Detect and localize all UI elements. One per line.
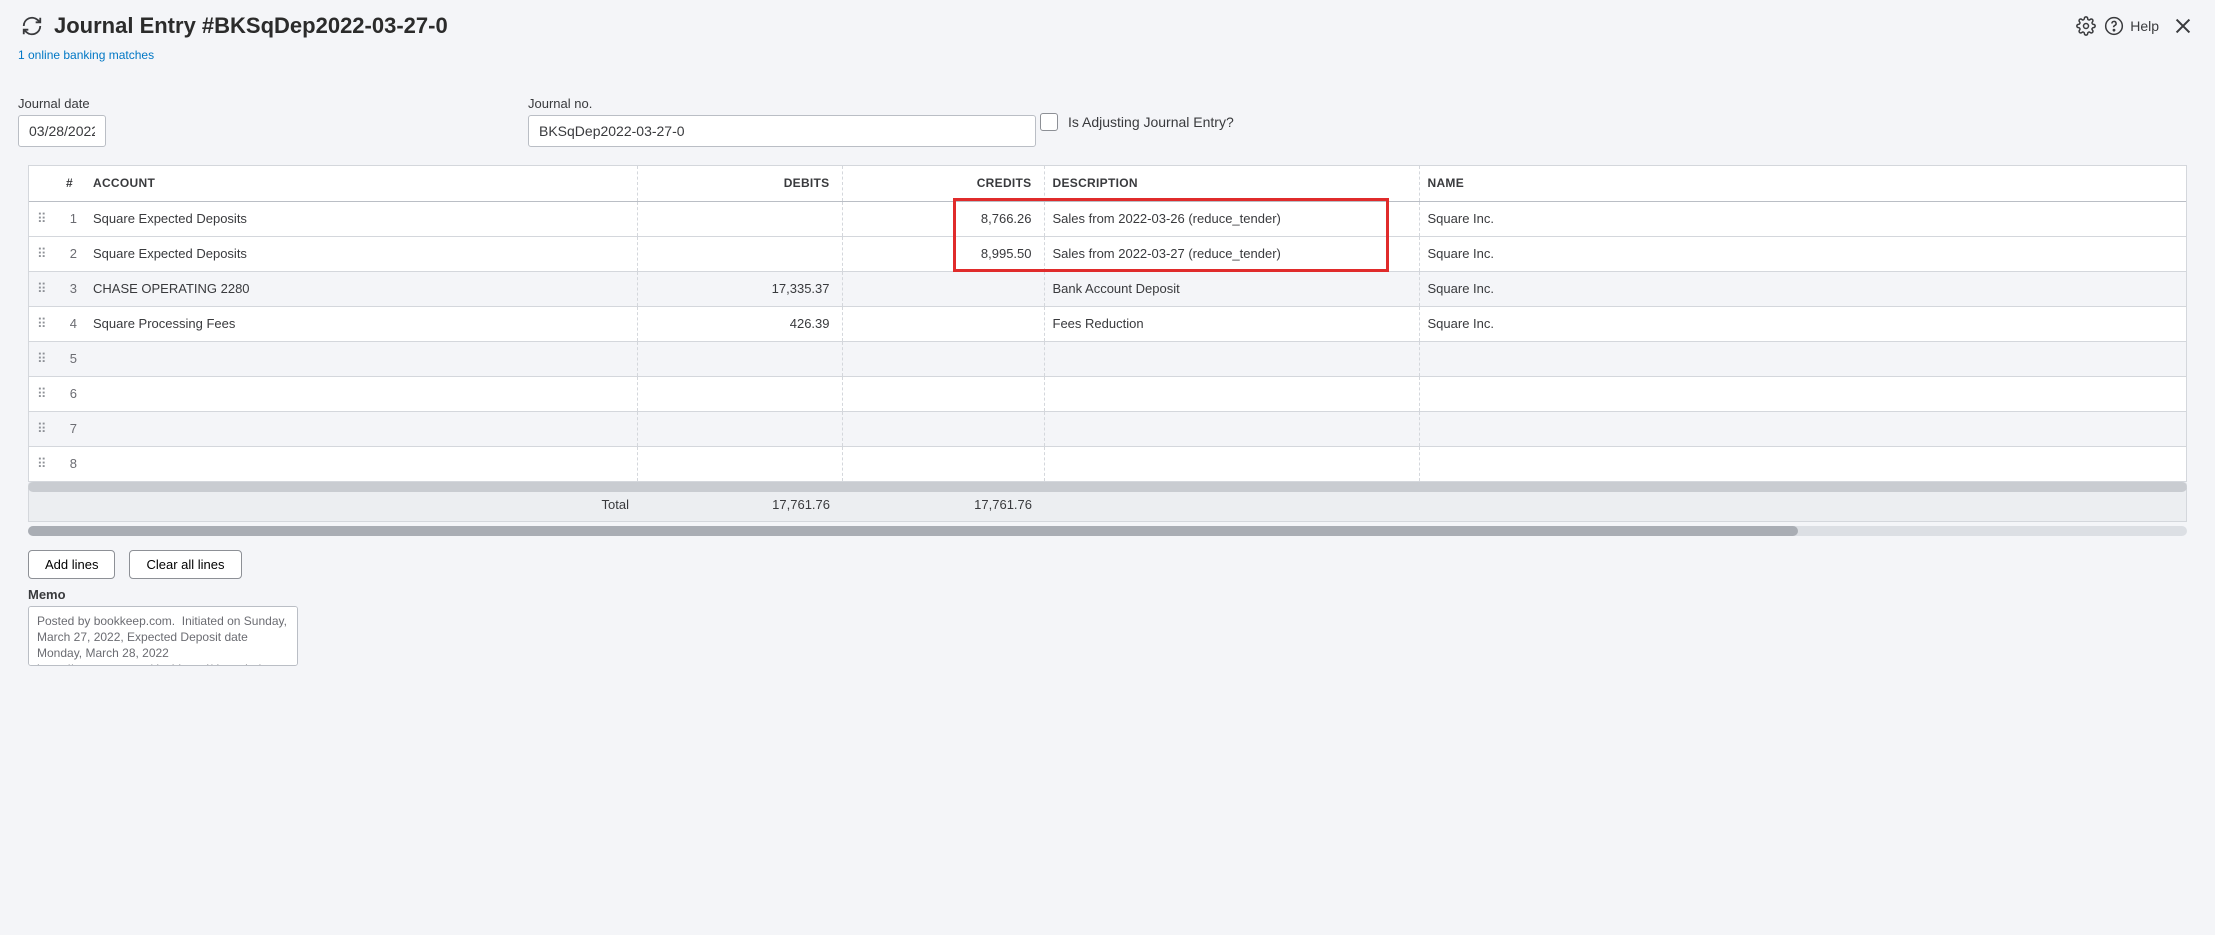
cell-credits[interactable] (842, 446, 1044, 481)
cell-account[interactable] (85, 446, 637, 481)
row-number: 7 (51, 411, 85, 446)
cell-description[interactable]: Sales from 2022-03-26 (reduce_tender) (1044, 201, 1419, 236)
cell-debits[interactable] (637, 376, 842, 411)
cell-name[interactable] (1419, 376, 2186, 411)
cell-debits[interactable] (637, 236, 842, 271)
cell-credits[interactable] (842, 271, 1044, 306)
cell-name[interactable]: Square Inc. (1419, 306, 2186, 341)
drag-handle-icon[interactable]: ⠿ (29, 411, 51, 446)
memo-textarea[interactable] (28, 606, 298, 666)
cell-debits[interactable]: 426.39 (637, 306, 842, 341)
row-number: 8 (51, 446, 85, 481)
cell-debits[interactable] (637, 411, 842, 446)
row-number: 4 (51, 306, 85, 341)
totals-credits: 17,761.76 (842, 497, 1044, 512)
row-number: 2 (51, 236, 85, 271)
col-num: # (51, 166, 85, 201)
drag-handle-icon[interactable]: ⠿ (29, 376, 51, 411)
row-number: 5 (51, 341, 85, 376)
col-debits: DEBITS (637, 166, 842, 201)
cell-name[interactable] (1419, 446, 2186, 481)
memo-label: Memo (28, 587, 2187, 602)
cell-debits[interactable] (637, 446, 842, 481)
journal-date-label: Journal date (18, 96, 528, 111)
cell-credits[interactable] (842, 306, 1044, 341)
cell-account[interactable]: Square Processing Fees (85, 306, 637, 341)
table-row[interactable]: ⠿8 (29, 446, 2186, 481)
cell-description[interactable] (1044, 411, 1419, 446)
journal-no-label: Journal no. (528, 96, 1038, 111)
table-row[interactable]: ⠿4Square Processing Fees426.39 Fees Reduc… (29, 306, 2186, 341)
adjusting-label: Is Adjusting Journal Entry? (1068, 114, 1234, 130)
cell-credits[interactable]: 8,995.50 (842, 236, 1044, 271)
journal-no-input[interactable] (528, 115, 1036, 147)
horizontal-scrollbar[interactable] (28, 526, 1798, 536)
cell-debits[interactable]: 17,335.37 (637, 271, 842, 306)
banking-matches-link[interactable]: 1 online banking matches (18, 48, 154, 62)
cell-account[interactable] (85, 341, 637, 376)
table-row[interactable]: ⠿7 (29, 411, 2186, 446)
row-number: 1 (51, 201, 85, 236)
cell-description[interactable]: Sales from 2022-03-27 (reduce_tender) (1044, 236, 1419, 271)
cell-name[interactable] (1419, 341, 2186, 376)
gear-icon[interactable] (2072, 12, 2100, 40)
help-label[interactable]: Help (2130, 18, 2159, 34)
cell-account[interactable]: CHASE OPERATING 2280 (85, 271, 637, 306)
help-icon[interactable] (2100, 12, 2128, 40)
cell-credits[interactable] (842, 341, 1044, 376)
drag-handle-icon[interactable]: ⠿ (29, 446, 51, 481)
totals-label: Total (29, 497, 637, 512)
cell-description[interactable]: Fees Reduction (1044, 306, 1419, 341)
cell-credits[interactable] (842, 376, 1044, 411)
cell-name[interactable]: Square Inc. (1419, 201, 2186, 236)
cell-description[interactable] (1044, 446, 1419, 481)
drag-handle-icon[interactable]: ⠿ (29, 271, 51, 306)
table-row[interactable]: ⠿6 (29, 376, 2186, 411)
cell-name[interactable] (1419, 411, 2186, 446)
row-number: 3 (51, 271, 85, 306)
cell-debits[interactable] (637, 201, 842, 236)
drag-handle-icon[interactable]: ⠿ (29, 201, 51, 236)
journal-lines-table: # ACCOUNT DEBITS CREDITS DESCRIPTION NAM… (29, 166, 2186, 482)
cell-description[interactable] (1044, 341, 1419, 376)
cell-credits[interactable]: 8,766.26 (842, 201, 1044, 236)
drag-handle-icon[interactable]: ⠿ (29, 306, 51, 341)
cell-name[interactable]: Square Inc. (1419, 271, 2186, 306)
cell-credits[interactable] (842, 411, 1044, 446)
totals-debits: 17,761.76 (637, 497, 842, 512)
journal-date-input[interactable] (18, 115, 106, 147)
totals-row: Total 17,761.76 17,761.76 (28, 488, 2187, 522)
page-title: Journal Entry #BKSqDep2022-03-27-0 (54, 13, 448, 39)
cell-account[interactable] (85, 411, 637, 446)
recycle-icon[interactable] (18, 12, 46, 40)
drag-handle-icon[interactable]: ⠿ (29, 236, 51, 271)
close-icon[interactable] (2169, 12, 2197, 40)
cell-name[interactable]: Square Inc. (1419, 236, 2186, 271)
cell-description[interactable]: Bank Account Deposit (1044, 271, 1419, 306)
cell-debits[interactable] (637, 341, 842, 376)
cell-account[interactable]: Square Expected Deposits (85, 236, 637, 271)
row-number: 6 (51, 376, 85, 411)
drag-handle-icon[interactable]: ⠿ (29, 341, 51, 376)
col-account: ACCOUNT (85, 166, 637, 201)
clear-lines-button[interactable]: Clear all lines (129, 550, 241, 579)
table-row[interactable]: ⠿5 (29, 341, 2186, 376)
cell-account[interactable] (85, 376, 637, 411)
add-lines-button[interactable]: Add lines (28, 550, 115, 579)
table-row[interactable]: ⠿1Square Expected Deposits 8,766.26Sales … (29, 201, 2186, 236)
table-row[interactable]: ⠿2Square Expected Deposits 8,995.50Sales … (29, 236, 2186, 271)
col-description: DESCRIPTION (1044, 166, 1419, 201)
col-name: NAME (1419, 166, 2186, 201)
cell-description[interactable] (1044, 376, 1419, 411)
col-credits: CREDITS (842, 166, 1044, 201)
cell-account[interactable]: Square Expected Deposits (85, 201, 637, 236)
adjusting-checkbox[interactable] (1040, 113, 1058, 131)
table-row[interactable]: ⠿3CHASE OPERATING 228017,335.37 Bank Acco… (29, 271, 2186, 306)
